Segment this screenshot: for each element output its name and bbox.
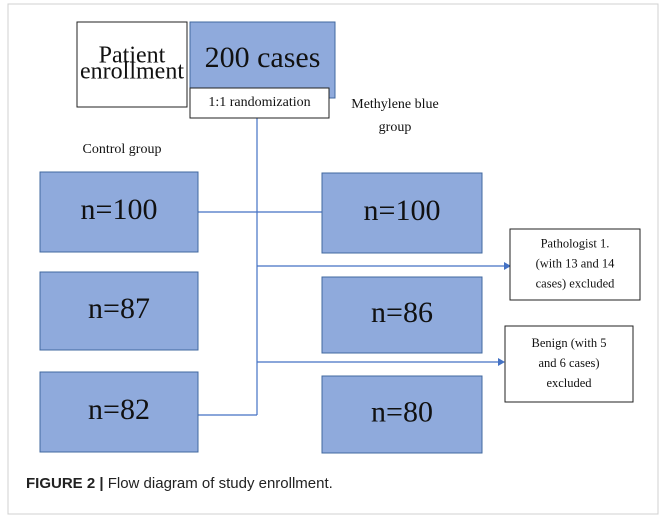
- node-label: 1:1 randomization: [208, 95, 310, 110]
- node-box: [39, 371, 199, 453]
- node-label: n=87: [88, 292, 150, 325]
- node-box: [76, 21, 188, 108]
- node-label: n=86: [371, 296, 433, 329]
- node-label: 200 cases: [205, 41, 321, 74]
- node-label: n=100: [364, 194, 441, 227]
- node-box: [504, 325, 634, 403]
- node-box: [39, 271, 199, 351]
- node-label: Benign (with 5 and 6 cases) excluded: [532, 336, 607, 390]
- node-label: Patient enrollment: [80, 42, 184, 84]
- node-label: n=100: [81, 193, 158, 226]
- arrow-head: [498, 358, 505, 366]
- arrow-head: [504, 262, 511, 270]
- node-box: [321, 375, 483, 454]
- node-box: [39, 171, 199, 253]
- node-label: n=82: [88, 393, 150, 426]
- group-label: Methylene blue group: [351, 97, 438, 135]
- caption: FIGURE 2 | Flow diagram of study enrollm…: [26, 475, 333, 492]
- node-label: n=80: [371, 395, 433, 428]
- node-box: [509, 228, 641, 301]
- frame: [7, 3, 659, 515]
- node-box: [189, 87, 330, 119]
- node-box: [321, 172, 483, 254]
- node-box: [321, 276, 483, 354]
- group-label: Control group: [83, 142, 162, 157]
- node-label: Pathologist 1. (with 13 and 14 cases) excl…: [536, 236, 616, 290]
